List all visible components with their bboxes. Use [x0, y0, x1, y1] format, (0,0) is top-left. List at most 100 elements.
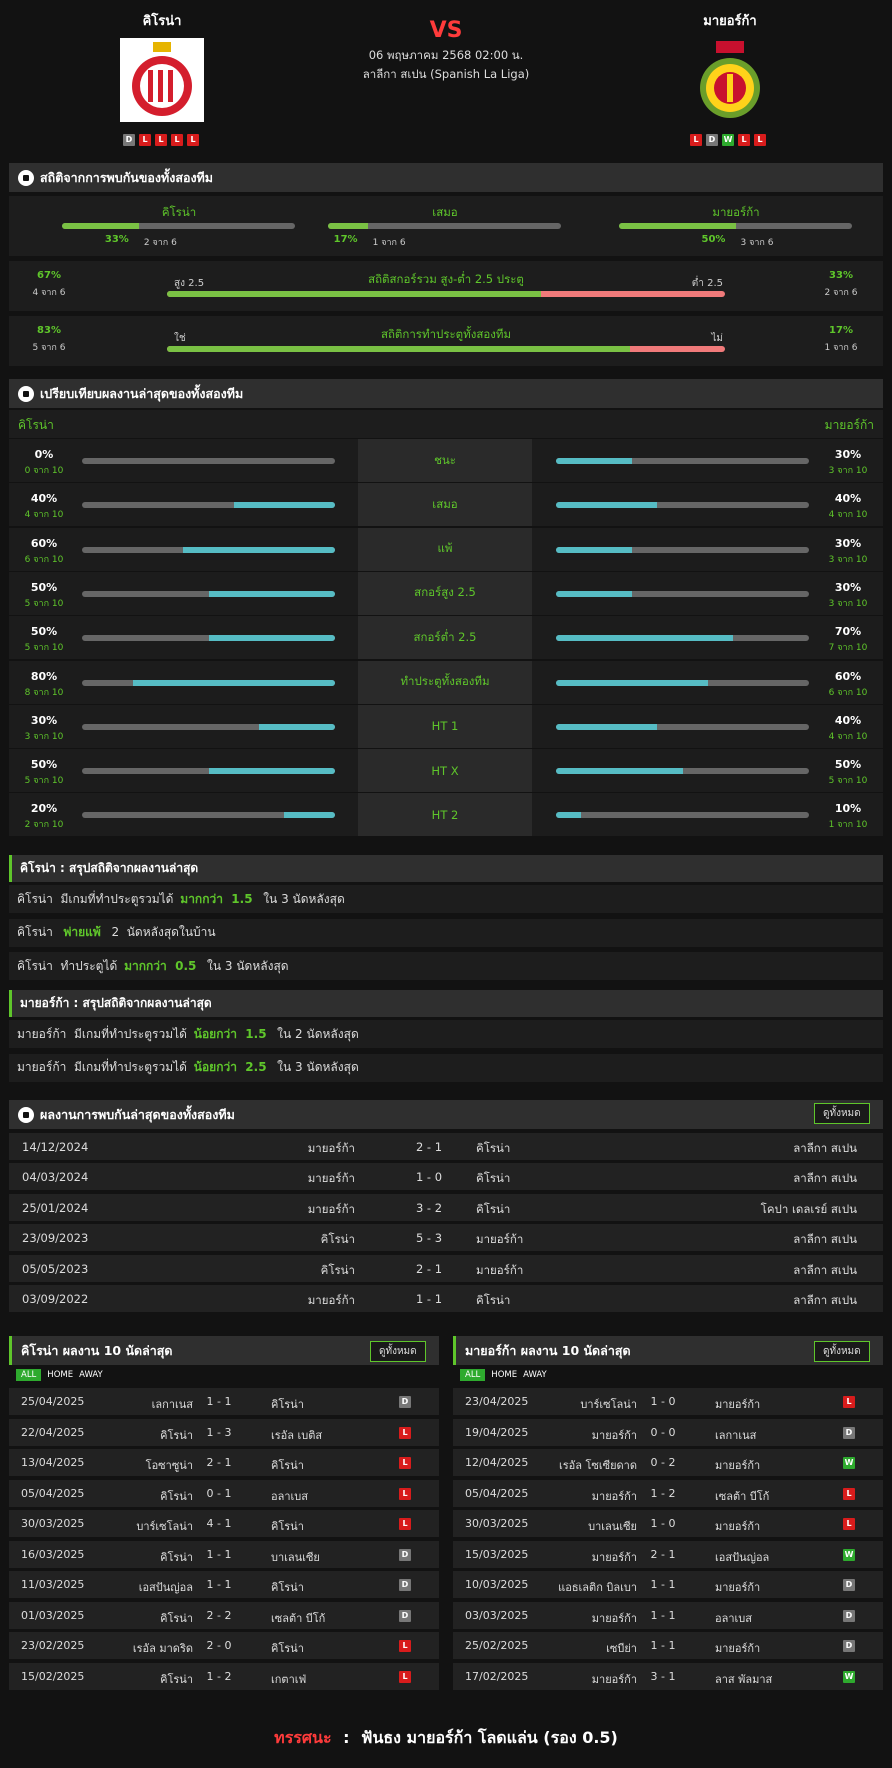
- home-last10-view-all-button[interactable]: ดูทั้งหมด: [370, 1341, 426, 1362]
- result-badge: D: [399, 1609, 411, 1622]
- result-badge: L: [399, 1457, 411, 1469]
- h2h-item-bar: [328, 223, 561, 229]
- home-bar: [82, 635, 335, 642]
- match-date: 23/09/2023: [22, 1231, 89, 1246]
- away-team: เกตาเฟ่: [271, 1672, 307, 1686]
- table-row[interactable]: 23/04/2025 บาร์เซโลน่า 1 - 0 มายอร์ก้า L: [453, 1388, 883, 1415]
- summary-highlight: มากกว่า 1.5: [180, 891, 253, 906]
- table-row[interactable]: 16/03/2025 คิโรน่า 1 - 1 บาเลนเซีย D: [9, 1540, 439, 1568]
- table-row[interactable]: 17/02/2025 มายอร์ก้า 3 - 1 ลาส พัลมาส W: [453, 1662, 883, 1690]
- match-league: ลาลีกา สเปน (Spanish La Liga): [362, 67, 530, 81]
- competition: โคปา เดลเรย์ สเปน: [760, 1201, 857, 1216]
- table-row[interactable]: 23/02/2025 เรอัล มาดริด 2 - 0 คิโรน่า L: [9, 1632, 439, 1659]
- table-row[interactable]: 22/04/2025 คิโรน่า 1 - 3 เรอัล เบติส L: [9, 1418, 439, 1446]
- away-last10-tabs: ALL HOME AWAY: [460, 1369, 547, 1381]
- away-team-logo: [688, 38, 772, 122]
- compare-row-label: ชนะ: [358, 439, 532, 482]
- table-row[interactable]: 12/04/2025 เรอัล โซเซียดาด 0 - 2 มายอร์ก้า W: [453, 1449, 883, 1476]
- table-row[interactable]: 04/03/2024 มายอร์ก้า 1 - 0 คิโรน่า ลาลีกา สเ…: [9, 1163, 883, 1191]
- form-badge: L: [754, 134, 766, 146]
- competition: ลาลีกา สเปน: [793, 1293, 857, 1307]
- match-date: 23/04/2025: [465, 1395, 529, 1408]
- home-last10-header: คิโรน่า ผลงาน 10 นัดล่าสุด: [9, 1336, 439, 1365]
- home-team: เรอัล มาดริด: [132, 1642, 193, 1655]
- result-badge: D: [843, 1640, 855, 1652]
- form-badge: W: [722, 134, 734, 146]
- bar-fill: [183, 546, 335, 553]
- away-team: ลาส พัลมาส: [715, 1672, 773, 1686]
- table-row[interactable]: 10/03/2025 แอธเลติก บิลเบา 1 - 1 มายอร์ก้า D: [453, 1571, 883, 1598]
- score: 2 - 1: [415, 1261, 443, 1276]
- away-pct: 10%: [834, 802, 862, 816]
- table-row[interactable]: 03/09/2022 มายอร์ก้า 1 - 1 คิโรน่า ลาลีกา สเ…: [9, 1285, 883, 1312]
- score: 1 - 0: [415, 1170, 443, 1185]
- away-summary-header: มายอร์ก้า : สรุปสถิติจากผลงานล่าสุด: [9, 990, 883, 1017]
- match-date: 30/03/2025: [21, 1517, 85, 1530]
- table-row[interactable]: 15/02/2025 คิโรน่า 1 - 2 เกตาเฟ่ L: [9, 1662, 439, 1690]
- table-row[interactable]: 13/04/2025 โอซาซูน่า 2 - 1 คิโรน่า L: [9, 1449, 439, 1476]
- tab-all[interactable]: ALL: [460, 1369, 486, 1381]
- result-badge: L: [399, 1670, 411, 1683]
- h2h-view-all-button[interactable]: ดูทั้งหมด: [814, 1103, 870, 1124]
- football-icon: [18, 169, 34, 186]
- score: 1 - 3: [206, 1425, 232, 1439]
- bar-fill: [167, 291, 541, 297]
- match-date: 16/03/2025: [21, 1547, 85, 1561]
- away-team: คิโรน่า: [271, 1581, 304, 1594]
- result-badge: D: [843, 1579, 855, 1591]
- match-date: 25/04/2025: [21, 1395, 85, 1408]
- prediction-separator: :: [343, 1728, 350, 1747]
- tab-home[interactable]: HOME: [47, 1370, 74, 1380]
- table-row[interactable]: 23/09/2023 คิโรน่า 5 - 3 มายอร์ก้า ลาลีกา สเ…: [9, 1224, 883, 1252]
- table-row[interactable]: 01/03/2025 คิโรน่า 2 - 2 เซลต้า บีโก้ D: [9, 1601, 439, 1629]
- form-badge: L: [155, 134, 167, 146]
- home-team: มายอร์ก้า: [591, 1428, 637, 1442]
- table-row[interactable]: 11/03/2025 เอสปันญ่อล 1 - 1 คิโรน่า D: [9, 1571, 439, 1598]
- table-row[interactable]: 25/01/2024 มายอร์ก้า 3 - 2 คิโรน่า โคปา เดลเ…: [9, 1193, 883, 1221]
- compare-row-label: HT 2: [358, 793, 532, 837]
- away-team: คิโรน่า: [271, 1459, 304, 1472]
- score: 4 - 1: [206, 1517, 232, 1530]
- table-row[interactable]: 30/03/2025 บาเลนเซีย 1 - 0 มายอร์ก้า L: [453, 1510, 883, 1537]
- table-row[interactable]: 14/12/2024 มายอร์ก้า 2 - 1 คิโรน่า ลาลีกา สเ…: [9, 1133, 883, 1160]
- away-team: คิโรน่า: [476, 1201, 511, 1216]
- section-title: สถิติจากการพบกันของทั้งสองทีม: [40, 169, 214, 185]
- tab-away[interactable]: AWAY: [79, 1370, 103, 1380]
- table-row[interactable]: 30/03/2025 บาร์เซโลน่า 4 - 1 คิโรน่า L: [9, 1510, 439, 1537]
- table-row[interactable]: 25/02/2025 เซบีย่า 1 - 1 มายอร์ก้า D: [453, 1632, 883, 1659]
- table-row[interactable]: 03/03/2025 มายอร์ก้า 1 - 1 อลาเบส D: [453, 1601, 883, 1629]
- table-row[interactable]: 05/04/2025 มายอร์ก้า 1 - 2 เซลต้า บีโก้ L: [453, 1479, 883, 1507]
- tab-away[interactable]: AWAY: [523, 1370, 547, 1380]
- home-bar: [82, 768, 335, 775]
- away-team: คิโรน่า: [271, 1398, 304, 1411]
- table-row[interactable]: 19/04/2025 มายอร์ก้า 0 - 0 เลกาเนส D: [453, 1418, 883, 1446]
- table-row[interactable]: 05/04/2025 คิโรน่า 0 - 1 อลาเบส L: [9, 1479, 439, 1507]
- away-pct: 60%: [834, 669, 862, 683]
- match-date: 22/04/2025: [21, 1425, 85, 1439]
- ou-right-count: 2 จาก 6: [824, 288, 858, 298]
- table-row[interactable]: 15/03/2025 มายอร์ก้า 2 - 1 เอสปันญ่อล W: [453, 1540, 883, 1568]
- tab-all[interactable]: ALL: [16, 1369, 42, 1381]
- match-date: 30/03/2025: [465, 1517, 529, 1530]
- home-summary-header: คิโรน่า : สรุปสถิติจากผลงานล่าสุด: [9, 855, 883, 882]
- table-row[interactable]: 25/04/2025 เลกาเนส 1 - 1 คิโรน่า D: [9, 1388, 439, 1415]
- table-row[interactable]: 05/05/2023 คิโรน่า 2 - 1 มายอร์ก้า ลาลีกา สเ…: [9, 1254, 883, 1282]
- home-bar: [82, 502, 335, 509]
- tab-home[interactable]: HOME: [491, 1370, 518, 1380]
- away-last10-view-all-button[interactable]: ดูทั้งหมด: [814, 1341, 870, 1362]
- home-pct: 50%: [30, 580, 58, 594]
- ou-right-label: ต่ำ 2.5: [691, 278, 723, 289]
- result-badge: W: [843, 1548, 855, 1561]
- over-under-panel: 67% 4 จาก 6 33% 2 จาก 6 สูง 2.5 ต่ำ 2.5 สถิติส…: [9, 261, 883, 311]
- away-last10-header: มายอร์ก้า ผลงาน 10 นัดล่าสุด: [453, 1336, 883, 1365]
- home-count: 0 จาก 10: [24, 466, 64, 476]
- bar-fill: [619, 223, 736, 229]
- score: 1 - 2: [650, 1486, 676, 1500]
- h2h-summary-panel: คิโรน่า 33% 2 จาก 6 เสมอ 17% 1 จาก 6 มายอร์ก้า…: [9, 196, 883, 256]
- home-bar: [82, 679, 335, 686]
- match-date: 06 พฤษภาคม 2568 02:00 น.: [368, 48, 524, 62]
- bar-fill: [208, 635, 335, 642]
- away-team: คิโรน่า: [271, 1520, 304, 1533]
- btts-left-pct: 83%: [37, 325, 61, 336]
- bar-fill: [208, 768, 335, 775]
